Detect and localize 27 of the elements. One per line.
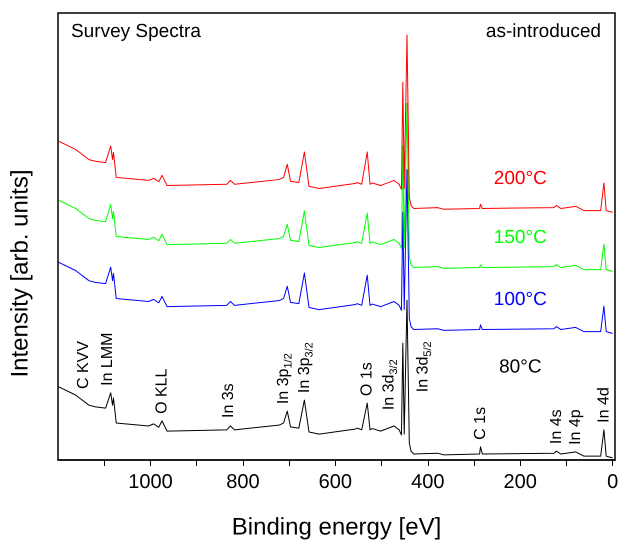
x-tick-label: 1000 bbox=[128, 471, 173, 493]
annotation: O 1s bbox=[358, 362, 376, 396]
annotation: In 3p3/2 bbox=[296, 342, 316, 394]
series-label: 100°C bbox=[494, 289, 547, 310]
annotation: O KLL bbox=[154, 368, 171, 414]
chart-title: Survey Spectra bbox=[71, 21, 202, 42]
chart-subtitle: as-introduced bbox=[486, 21, 601, 42]
x-tick-label: 800 bbox=[226, 471, 260, 493]
text: 80°C bbox=[499, 356, 542, 378]
x-tick-label: 200 bbox=[504, 471, 537, 493]
x-axis-title: Binding energy [eV] bbox=[232, 514, 442, 540]
annotation: C KVV bbox=[75, 340, 92, 389]
y-axis-title: Intensity [arb. units] bbox=[6, 169, 34, 378]
x-tick-label: 0 bbox=[607, 471, 618, 493]
annotation: C 1s bbox=[472, 406, 489, 440]
annotation: In 3s bbox=[220, 383, 237, 418]
series-label: 150°C bbox=[494, 227, 547, 248]
annotation: In 4s bbox=[548, 409, 565, 444]
annotation: In LMM bbox=[99, 332, 116, 386]
series-label: 200°C bbox=[494, 168, 547, 190]
x-tick-label: 400 bbox=[411, 471, 444, 493]
annotation: In 3d3/2 bbox=[380, 359, 400, 410]
annotation: In 3p1/2 bbox=[274, 353, 294, 404]
annotation: In 4p bbox=[567, 409, 584, 445]
annotation: In 4d bbox=[595, 387, 612, 423]
x-tick-label: 600 bbox=[318, 471, 352, 493]
annotation: In 3d5/2 bbox=[414, 341, 434, 392]
